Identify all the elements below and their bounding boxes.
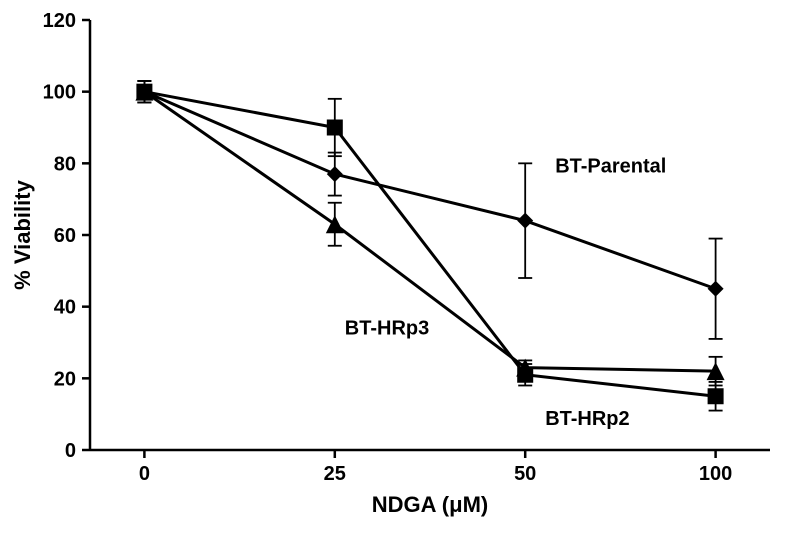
series-line	[144, 92, 715, 397]
x-tick-label: 50	[514, 463, 536, 485]
series-label: BT-HRp2	[545, 408, 629, 430]
y-axis-title: % Viability	[10, 179, 35, 289]
y-tick-label: 100	[43, 82, 76, 104]
series-label: BT-HRp3	[345, 317, 429, 339]
y-tick-label: 120	[43, 10, 76, 32]
series-label: BT-Parental	[555, 156, 666, 178]
y-tick-label: 60	[54, 225, 76, 247]
x-tick-label: 100	[699, 463, 732, 485]
y-tick-label: 0	[65, 440, 76, 462]
series-line	[144, 92, 715, 372]
series-line	[144, 92, 715, 289]
x-axis-title: NDGA (μM)	[372, 492, 489, 517]
x-tick-label: 0	[139, 463, 150, 485]
viability-chart: 0 20 40 60 80 100 120 0 25 50 100 NDGA (μM) % Viabil…	[0, 0, 800, 537]
y-tick-label: 20	[54, 368, 76, 390]
y-tick-label: 40	[54, 297, 76, 319]
x-tick-label: 25	[324, 463, 346, 485]
y-tick-label: 80	[54, 153, 76, 175]
